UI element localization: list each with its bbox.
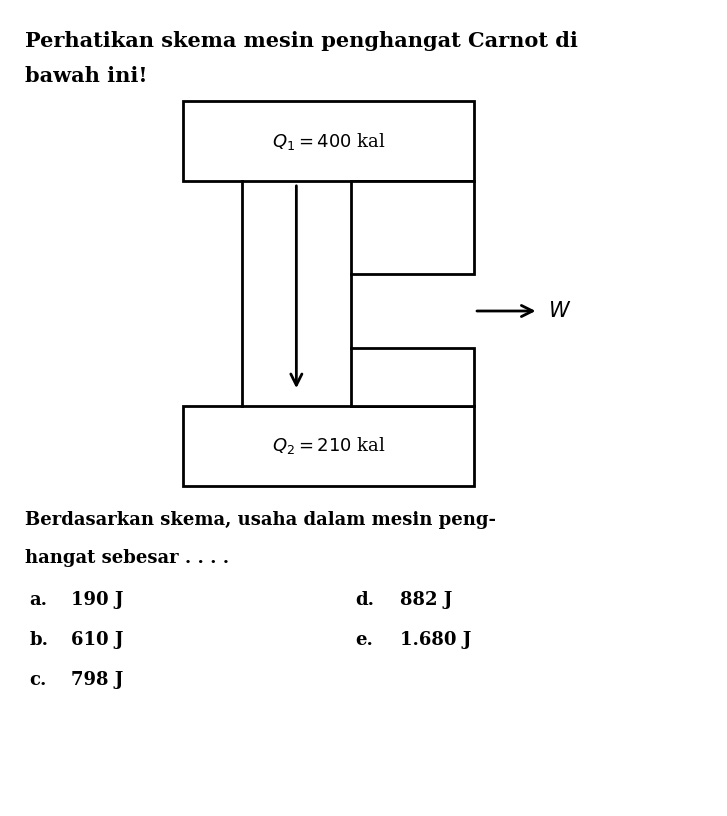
Text: Berdasarkan skema, usaha dalam mesin peng-: Berdasarkan skema, usaha dalam mesin pen… — [25, 511, 496, 529]
Text: a.: a. — [30, 591, 48, 609]
Text: $Q_2 = 210$ kal: $Q_2 = 210$ kal — [272, 436, 385, 456]
Text: d.: d. — [356, 591, 374, 609]
Text: b.: b. — [30, 631, 49, 649]
Text: bawah ini!: bawah ini! — [25, 66, 147, 86]
Text: 798 J: 798 J — [71, 671, 124, 689]
Text: e.: e. — [356, 631, 374, 649]
FancyBboxPatch shape — [182, 101, 474, 181]
FancyBboxPatch shape — [182, 406, 474, 486]
Text: $W$: $W$ — [548, 301, 571, 321]
Text: 610 J: 610 J — [71, 631, 124, 649]
FancyBboxPatch shape — [350, 348, 474, 406]
Text: $Q_1 = 400$ kal: $Q_1 = 400$ kal — [272, 131, 385, 152]
Text: hangat sebesar . . . .: hangat sebesar . . . . — [25, 549, 229, 567]
FancyBboxPatch shape — [350, 181, 474, 274]
Text: 882 J: 882 J — [400, 591, 452, 609]
Text: c.: c. — [30, 671, 47, 689]
Text: 190 J: 190 J — [71, 591, 124, 609]
Text: Perhatikan skema mesin penghangat Carnot di: Perhatikan skema mesin penghangat Carnot… — [25, 31, 577, 51]
Text: 1.680 J: 1.680 J — [400, 631, 471, 649]
